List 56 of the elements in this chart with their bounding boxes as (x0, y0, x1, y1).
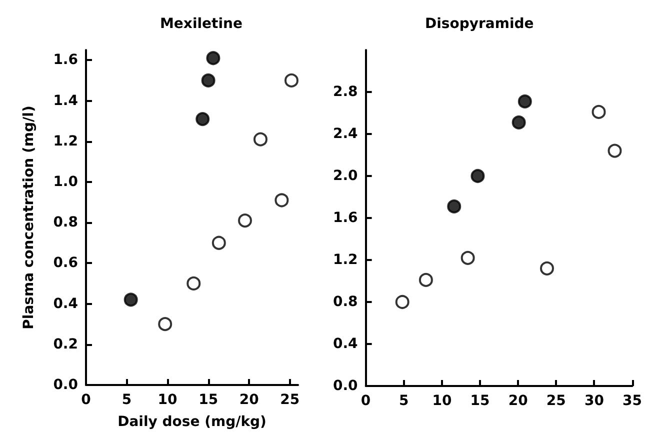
point (206, 51, 220, 66)
y-tick-label: 2.0 (332, 168, 358, 184)
x-tick-label: 25 (546, 393, 566, 409)
chart-title: Disopyramide (425, 16, 534, 32)
point (158, 317, 172, 332)
point (518, 94, 532, 108)
y-tick-label: 0.0 (332, 378, 358, 394)
x-tick-label: 25 (280, 392, 300, 408)
x-tick-label: 10 (158, 392, 178, 408)
point (254, 132, 268, 146)
point (196, 112, 210, 126)
x-tick-label: 15 (470, 393, 490, 409)
y-tick-label: 0.2 (53, 336, 78, 352)
chart-title: Mexiletine (160, 16, 243, 32)
x-tick-label: 0 (360, 393, 371, 409)
x-tick-label: 35 (622, 393, 642, 409)
x-tick-label: 5 (122, 392, 132, 408)
point (284, 73, 298, 88)
point (608, 144, 622, 158)
y-tick-label: 0.0 (53, 377, 78, 393)
y-tick-label: 0.8 (332, 294, 358, 310)
point (418, 272, 433, 287)
point (592, 104, 606, 119)
x-tick-label: 30 (584, 393, 604, 409)
point (470, 169, 485, 183)
y-tick-label: 2.8 (332, 84, 358, 100)
point (460, 250, 475, 265)
point (201, 73, 216, 88)
y-axis-title: Plasma concentration (mg/l) (21, 106, 37, 330)
point (274, 193, 289, 208)
x-tick-label: 15 (198, 392, 218, 408)
point (124, 292, 138, 307)
y-tick-label: 0.8 (53, 214, 78, 231)
point (540, 261, 554, 276)
y-tick-label: 1.2 (332, 252, 358, 268)
y-tick-label: 1.6 (53, 52, 78, 68)
y-tick-label: 0.4 (332, 336, 358, 352)
point (395, 295, 410, 309)
point (238, 214, 252, 228)
point (512, 115, 526, 130)
point (212, 236, 226, 250)
y-tick-label: 0.6 (53, 255, 78, 272)
x-tick-label: 0 (81, 392, 92, 408)
point (447, 199, 462, 214)
x-tick-label: 20 (239, 392, 260, 408)
y-tick-label: 1.0 (53, 174, 78, 190)
y-tick-label: 1.4 (53, 92, 78, 109)
x-axis-title: Daily dose (mg/kg) (118, 414, 266, 430)
y-tick-label: 0.4 (53, 296, 78, 312)
y-tick-label: 1.2 (53, 133, 78, 150)
x-tick-label: 5 (398, 393, 409, 409)
y-tick-label: 2.4 (332, 126, 358, 142)
point (186, 276, 201, 290)
x-tick-label: 20 (508, 393, 528, 409)
x-tick-label: 10 (432, 393, 452, 409)
y-tick-label: 1.6 (332, 210, 358, 226)
